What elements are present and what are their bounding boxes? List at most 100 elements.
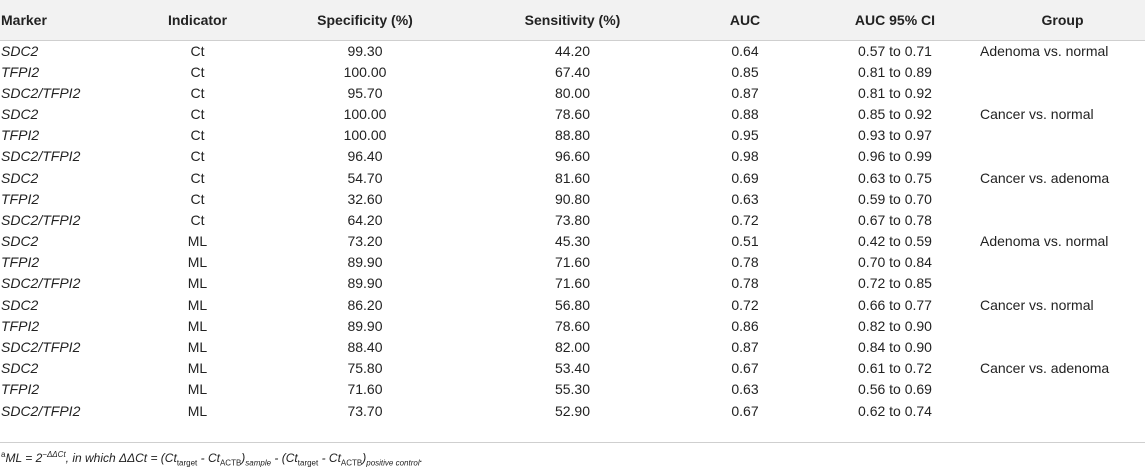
cell-indicator: ML bbox=[187, 233, 208, 250]
cell-ci: 0.84 to 0.90 bbox=[858, 339, 932, 356]
cell-marker: TFPI2 bbox=[1, 63, 40, 80]
cell-auc: 0.78 bbox=[731, 254, 759, 271]
cell-sensitivity: 78.60 bbox=[554, 105, 591, 122]
cell-group: Adenoma vs. normal bbox=[980, 233, 1109, 250]
cell-marker: SDC2/TFPI2 bbox=[1, 402, 81, 419]
cell-auc: 0.85 bbox=[731, 63, 759, 80]
cell-group bbox=[980, 337, 1145, 358]
cell-sensitivity: 81.60 bbox=[554, 169, 591, 186]
cell-group: Adenoma vs. normal bbox=[980, 42, 1109, 59]
cell-auc: 0.67 bbox=[731, 402, 759, 419]
table-row: SDC2 Ct 54.70 81.60 0.69 0.63 to 0.75 Cancer v… bbox=[0, 167, 1145, 188]
cell-auc: 0.72 bbox=[731, 296, 759, 313]
header-row: Marker Indicator Specificity (%) Sensiti… bbox=[0, 0, 1145, 41]
cell-ci: 0.56 to 0.69 bbox=[858, 381, 932, 398]
cell-indicator: Ct bbox=[190, 127, 205, 144]
cell-group bbox=[980, 210, 1145, 231]
cell-ci: 0.70 to 0.84 bbox=[858, 254, 932, 271]
results-table: Marker Indicator Specificity (%) Sensiti… bbox=[0, 0, 1145, 425]
cell-sensitivity: 71.60 bbox=[554, 275, 591, 292]
header-sensitivity: Sensitivity (%) bbox=[465, 0, 680, 41]
cell-auc: 0.78 bbox=[731, 275, 759, 292]
cell-marker: SDC2/TFPI2 bbox=[1, 148, 81, 165]
cell-auc: 0.98 bbox=[731, 148, 759, 165]
footnote-minus-mid: - (Ct bbox=[271, 451, 298, 465]
table-row: SDC2/TFPI2 Ct 64.20 73.80 0.72 0.67 to 0.78 bbox=[0, 210, 1145, 231]
footnote-close-1: ) bbox=[241, 451, 246, 465]
cell-group bbox=[980, 252, 1145, 273]
cell-sensitivity: 44.20 bbox=[554, 42, 591, 59]
table-row: TFPI2 ML 89.90 71.60 0.78 0.70 to 0.84 bbox=[0, 252, 1145, 273]
cell-ci: 0.81 to 0.92 bbox=[858, 84, 932, 101]
cell-group: Cancer vs. adenoma bbox=[980, 169, 1110, 186]
cell-sensitivity: 78.60 bbox=[554, 317, 591, 334]
cell-sensitivity: 52.90 bbox=[554, 402, 591, 419]
cell-specificity: 100.00 bbox=[343, 127, 387, 144]
cell-ci: 0.62 to 0.74 bbox=[858, 402, 932, 419]
cell-indicator: ML bbox=[187, 254, 208, 271]
cell-marker: SDC2 bbox=[1, 360, 39, 377]
results-table-wrapper: Marker Indicator Specificity (%) Sensiti… bbox=[0, 0, 1145, 425]
cell-sensitivity: 82.00 bbox=[554, 339, 591, 356]
table-row: TFPI2 Ct 100.00 67.40 0.85 0.81 to 0.89 bbox=[0, 62, 1145, 83]
cell-marker: SDC2 bbox=[1, 105, 39, 122]
table-row: SDC2/TFPI2 Ct 95.70 80.00 0.87 0.81 to 0.92 bbox=[0, 83, 1145, 104]
cell-group bbox=[980, 189, 1145, 210]
header-ci: AUC 95% CI bbox=[810, 0, 980, 41]
cell-specificity: 75.80 bbox=[347, 360, 383, 377]
cell-auc: 0.63 bbox=[731, 381, 759, 398]
cell-marker: SDC2/TFPI2 bbox=[1, 211, 81, 228]
table-row: SDC2/TFPI2 ML 73.70 52.90 0.67 0.62 to 0.74 bbox=[0, 401, 1145, 425]
footnote-mid: , in which ΔΔCt = (Ct bbox=[65, 451, 177, 465]
table-row: SDC2/TFPI2 ML 89.90 71.60 0.78 0.72 to 0.85 bbox=[0, 273, 1145, 294]
cell-ci: 0.72 to 0.85 bbox=[858, 275, 932, 292]
cell-sensitivity: 88.80 bbox=[554, 127, 591, 144]
cell-marker: SDC2 bbox=[1, 296, 39, 313]
table-row: SDC2 ML 73.20 45.30 0.51 0.42 to 0.59 Adenoma … bbox=[0, 231, 1145, 252]
table-row: TFPI2 ML 71.60 55.30 0.63 0.56 to 0.69 bbox=[0, 379, 1145, 400]
cell-marker: TFPI2 bbox=[1, 317, 40, 334]
cell-indicator: Ct bbox=[190, 211, 205, 228]
cell-group bbox=[980, 62, 1145, 83]
cell-specificity: 89.90 bbox=[347, 254, 383, 271]
cell-marker: TFPI2 bbox=[1, 127, 40, 144]
cell-indicator: ML bbox=[187, 381, 208, 398]
footnote-sub-sample: sample bbox=[245, 458, 272, 468]
cell-indicator: Ct bbox=[190, 63, 205, 80]
table-row: TFPI2 Ct 32.60 90.80 0.63 0.59 to 0.70 bbox=[0, 189, 1145, 210]
table-row: SDC2/TFPI2 ML 88.40 82.00 0.87 0.84 to 0.90 bbox=[0, 337, 1145, 358]
cell-marker: TFPI2 bbox=[1, 381, 40, 398]
cell-specificity: 32.60 bbox=[347, 190, 383, 207]
cell-specificity: 73.20 bbox=[347, 233, 383, 250]
footnote-sub-target-2: target bbox=[297, 458, 319, 468]
cell-indicator: Ct bbox=[190, 169, 205, 186]
cell-specificity: 73.70 bbox=[347, 402, 383, 419]
footnote-sub-actb-2: ACTB bbox=[340, 458, 363, 468]
cell-sensitivity: 90.80 bbox=[554, 190, 591, 207]
cell-indicator: ML bbox=[187, 296, 208, 313]
cell-auc: 0.72 bbox=[731, 211, 759, 228]
cell-ci: 0.59 to 0.70 bbox=[858, 190, 932, 207]
cell-ci: 0.81 to 0.89 bbox=[858, 63, 932, 80]
cell-indicator: Ct bbox=[190, 148, 205, 165]
table-row: SDC2 Ct 100.00 78.60 0.88 0.85 to 0.92 Cancer … bbox=[0, 104, 1145, 125]
header-specificity: Specificity (%) bbox=[265, 0, 465, 41]
cell-specificity: 96.40 bbox=[347, 148, 383, 165]
cell-sensitivity: 55.30 bbox=[554, 381, 591, 398]
cell-group bbox=[980, 146, 1145, 167]
cell-specificity: 100.00 bbox=[343, 63, 387, 80]
table-body: SDC2 Ct 99.30 44.20 0.64 0.57 to 0.71 Adenoma … bbox=[0, 40, 1145, 425]
cell-specificity: 100.00 bbox=[343, 105, 387, 122]
footnote-minus-1: - Ct bbox=[197, 451, 220, 465]
cell-indicator: ML bbox=[187, 339, 208, 356]
cell-indicator: ML bbox=[187, 317, 208, 334]
footnote-sub-positive: positive control bbox=[366, 458, 420, 468]
footnote: aML = 2−ΔΔCt, in which ΔΔCt = (Cttarget … bbox=[1, 450, 423, 467]
cell-marker: SDC2/TFPI2 bbox=[1, 275, 81, 292]
cell-auc: 0.87 bbox=[731, 84, 759, 101]
cell-specificity: 64.20 bbox=[347, 211, 383, 228]
footnote-lhs: ML = 2 bbox=[5, 451, 43, 465]
cell-auc: 0.69 bbox=[731, 169, 759, 186]
cell-ci: 0.93 to 0.97 bbox=[858, 127, 932, 144]
cell-sensitivity: 96.60 bbox=[554, 148, 591, 165]
